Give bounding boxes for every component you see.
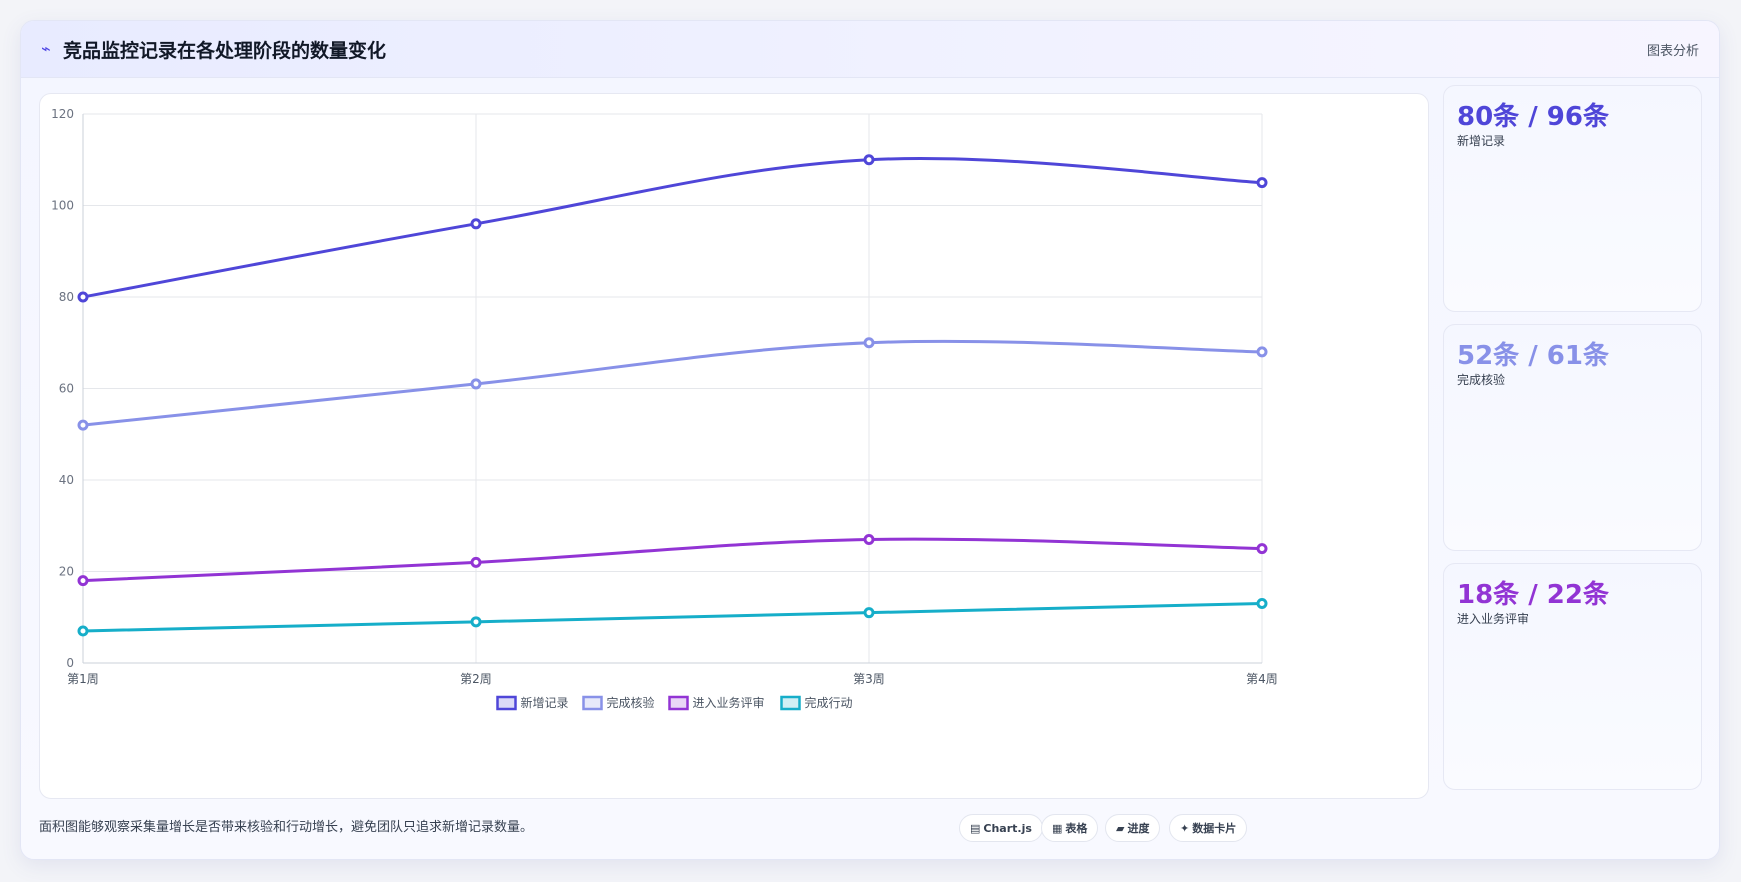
y-tick-label: 40 (59, 473, 74, 487)
footer-note: 面积图能够观察采集量增长是否带来核验和行动增长，避免团队只追求新增记录数量。 (39, 820, 534, 835)
series-line-3 (82, 537, 1263, 583)
legend-label: 新增记录 (521, 695, 569, 710)
series-line-2 (82, 339, 1263, 427)
x-tick-label: 第1周 (67, 672, 99, 686)
data-point (470, 616, 482, 628)
stat-label: 进入业务评审 (1457, 612, 1530, 626)
stat-label: 新增记录 (1457, 134, 1506, 148)
data-point (1256, 177, 1268, 189)
stat-value: 18条 / 22条 (1457, 580, 1609, 610)
data-point (470, 378, 482, 390)
tag-label: 表格 (1065, 822, 1088, 835)
table-icon: ▦ (1052, 822, 1063, 835)
data-point (77, 575, 89, 587)
x-tick-label: 第2周 (460, 672, 492, 686)
data-point (470, 218, 482, 230)
tag-label: 进度 (1127, 822, 1150, 835)
stat-label: 完成核验 (1457, 373, 1506, 387)
sparkle-icon: ✦ (1180, 822, 1190, 835)
chart-analysis-link[interactable]: 图表分析 (1646, 44, 1699, 59)
x-tick-label: 第4周 (1246, 672, 1278, 686)
data-point (863, 337, 875, 349)
data-point (1256, 543, 1268, 555)
legend-swatch (668, 695, 689, 711)
chart-icon: ▤ (970, 822, 981, 835)
stat-card-review: 18条 / 22条 进入业务评审 (1443, 563, 1702, 790)
data-point (77, 419, 89, 431)
card-title: 竞品监控记录在各处理阶段的数量变化 (63, 40, 387, 62)
y-tick-label: 60 (59, 382, 74, 396)
legend-swatch (780, 695, 801, 711)
x-tick-label: 第3周 (853, 672, 885, 686)
chart-panel: 0 20 40 60 80 100 120 第1周 第2周 第3周 第4周新增记录 完成核验 进入业务评… (39, 93, 1429, 799)
data-point (863, 533, 875, 545)
legend-label: 完成核验 (607, 695, 655, 710)
card-header: ⌁ 竞品监控记录在各处理阶段的数量变化 图表分析 (21, 21, 1719, 78)
tag-label: 数据卡片 (1192, 822, 1237, 835)
progress-icon: ▰ (1116, 822, 1125, 835)
data-point (470, 556, 482, 568)
tag-progress[interactable]: ▰ 进度 (1105, 814, 1161, 842)
data-point (77, 625, 89, 637)
y-tick-label: 120 (51, 107, 74, 121)
tag-chartjs[interactable]: ▤ Chart.js (959, 814, 1043, 842)
data-point (863, 607, 875, 619)
legend-label: 完成行动 (805, 695, 853, 710)
chart-card: ⌁ 竞品监控记录在各处理阶段的数量变化 图表分析 0 20 40 60 80 100 120… (20, 20, 1720, 860)
tag-data-card[interactable]: ✦ 数据卡片 (1169, 814, 1248, 842)
legend-swatch (582, 695, 603, 711)
y-tick-label: 0 (66, 656, 74, 670)
series-line-1 (82, 157, 1263, 299)
data-point (77, 291, 89, 303)
stat-card-new: 80条 / 96条 新增记录 (1443, 85, 1702, 312)
tag-label: Chart.js (983, 822, 1032, 835)
tag-table[interactable]: ▦ 表格 (1041, 814, 1099, 842)
y-tick-label: 20 (59, 565, 74, 579)
stat-card-verified: 52条 / 61条 完成核验 (1443, 324, 1702, 551)
stat-value: 80条 / 96条 (1457, 102, 1609, 132)
legend-label: 进入业务评审 (693, 695, 765, 710)
y-tick-label: 100 (51, 199, 74, 213)
y-tick-label: 80 (59, 290, 74, 304)
stat-value: 52条 / 61条 (1457, 341, 1609, 371)
data-point (1256, 598, 1268, 610)
series-line-4 (82, 602, 1263, 633)
data-point (863, 154, 875, 166)
data-point (1256, 346, 1268, 358)
pulse-icon: ⌁ (41, 39, 51, 58)
legend-swatch (496, 695, 517, 711)
